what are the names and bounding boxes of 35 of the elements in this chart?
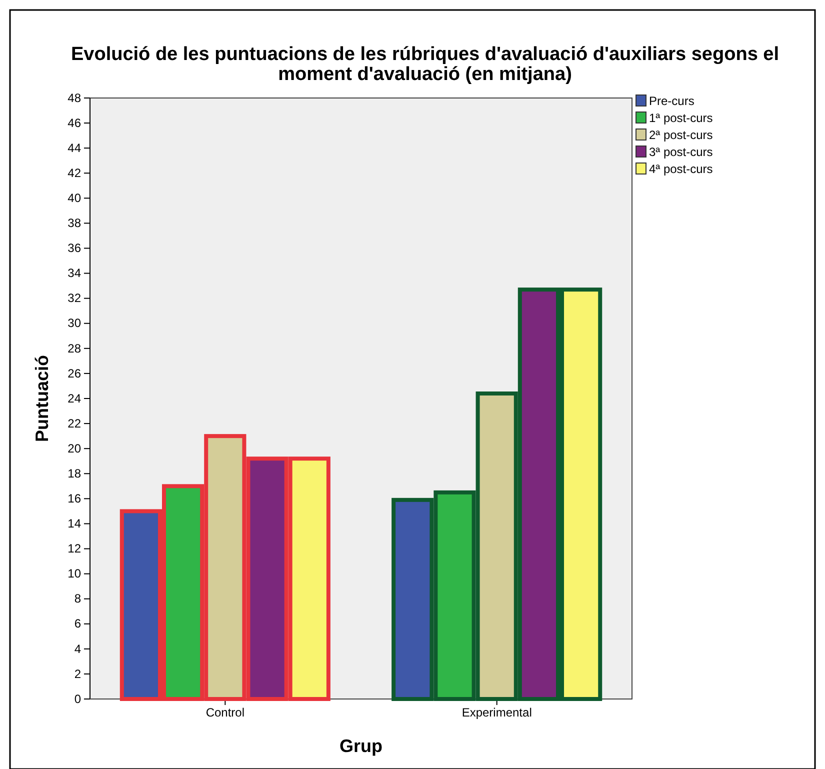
y-tick-label: 20	[68, 441, 82, 456]
y-tick-label: 8	[74, 592, 82, 606]
y-tick-label: 32	[68, 291, 82, 306]
y-tick-label: 18	[68, 466, 82, 480]
legend-label: 3ª post-curs	[649, 145, 713, 159]
x-tick-label: Experimental	[462, 706, 532, 720]
y-tick-label: 36	[68, 241, 82, 256]
legend-label: 2ª post-curs	[649, 128, 713, 142]
y-tick-label: 24	[68, 391, 82, 406]
y-tick-label: 46	[68, 116, 82, 130]
y-tick-label: 2	[74, 666, 82, 681]
legend-label: 1ª post-curs	[649, 111, 713, 125]
x-axis-title: Grup	[340, 736, 382, 756]
y-tick-label: 38	[68, 216, 82, 230]
y-tick-label: 40	[68, 191, 82, 206]
y-tick-label: 48	[68, 90, 82, 105]
y-tick-label: 26	[68, 366, 82, 380]
y-tick-label: 16	[68, 492, 82, 506]
y-tick-label: 6	[74, 616, 82, 631]
y-tick-label: 22	[68, 416, 82, 430]
y-tick-label: 44	[68, 140, 82, 155]
y-tick-label: 4	[74, 642, 82, 656]
legend-label: Pre-curs	[649, 94, 694, 108]
y-tick-label: 28	[68, 341, 82, 356]
y-tick-label: 34	[68, 266, 82, 280]
y-tick-label: 10	[68, 566, 82, 581]
y-tick-label: 14	[68, 516, 82, 531]
chart-title: Evolució de les puntuacions de les rúbriques d'avaluació d'auxiliars segons el moment d'avaluació (en mitjana)	[70, 44, 780, 85]
y-tick-label: 42	[68, 166, 82, 180]
y-tick-label: 30	[68, 316, 82, 330]
legend-label: 4ª post-curs	[649, 162, 713, 176]
y-tick-label: 12	[68, 542, 82, 556]
x-tick-label: Control	[206, 706, 245, 720]
y-axis-title: Puntuació	[32, 354, 52, 442]
y-tick-label: 0	[74, 692, 82, 706]
